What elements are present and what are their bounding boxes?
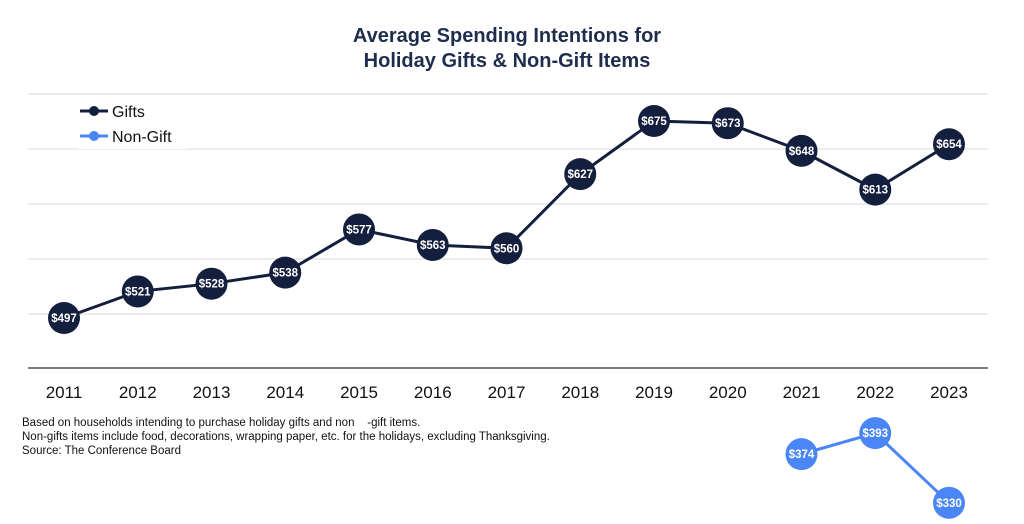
x-tick-label: 2015 <box>340 383 378 402</box>
chart-title-line-2: Holiday Gifts & Non-Gift Items <box>364 50 651 72</box>
data-point-gifts <box>490 232 523 265</box>
footnote-1: Based on households intending to purchas… <box>22 417 421 429</box>
data-label-gifts: $613 <box>862 185 888 197</box>
legend-gifts-label: Gifts <box>112 104 145 121</box>
data-label-gifts: $538 <box>272 268 298 280</box>
legend-gifts-marker <box>89 106 99 116</box>
data-point-gifts <box>711 107 744 140</box>
data-point-gifts <box>933 128 965 161</box>
data-label-gifts: $563 <box>420 240 446 252</box>
data-point-gifts <box>859 173 892 206</box>
x-tick-label: 2014 <box>266 383 304 402</box>
data-point-non-gift <box>859 417 892 450</box>
data-label-gifts: $648 <box>789 146 815 158</box>
footnotes: Based on households intending to purchas… <box>22 416 550 458</box>
data-label-gifts: $675 <box>641 116 667 128</box>
x-tick-label: 2012 <box>119 383 157 402</box>
data-point-non-gift <box>933 486 965 519</box>
data-label-non-gift: $393 <box>862 428 888 440</box>
x-tick-label: 2013 <box>193 383 231 402</box>
data-point-gifts <box>638 105 670 137</box>
data-label-gifts: $560 <box>494 243 520 255</box>
data-label-gifts: $627 <box>567 169 593 181</box>
x-tick-label: 2022 <box>856 383 894 402</box>
data-label-non-gift: $374 <box>789 449 815 461</box>
data-label-gifts: $521 <box>125 286 151 298</box>
legend-nongift-marker <box>89 131 99 141</box>
data-point-gifts <box>343 213 375 246</box>
legend: Gifts Non-Gift <box>78 97 188 149</box>
data-label-gifts: $673 <box>715 118 741 130</box>
x-tick-label: 2016 <box>414 383 452 402</box>
data-point-non-gift <box>785 438 818 471</box>
data-label-non-gift: $330 <box>936 498 962 510</box>
x-tick-label: 2017 <box>488 383 526 402</box>
x-axis-ticks: 2011 2012 2013 2014 2015 2016 2017 2018 2019 2020… <box>46 383 968 402</box>
x-tick-label: 2021 <box>783 383 821 402</box>
data-point-gifts <box>416 228 449 261</box>
x-tick-label: 2020 <box>709 383 747 402</box>
footnote-2: Non-gifts items include food, decoration… <box>22 431 550 443</box>
x-tick-label: 2018 <box>561 383 599 402</box>
x-tick-label: 2019 <box>635 383 673 402</box>
data-point-gifts <box>269 256 302 289</box>
data-point-gifts <box>195 267 228 300</box>
chart-title-line-1: Average Spending Intentions for <box>353 25 661 47</box>
data-point-gifts <box>564 158 597 191</box>
data-point-gifts <box>785 134 818 167</box>
data-point-gifts <box>121 275 154 308</box>
data-label-gifts: $528 <box>199 279 225 291</box>
data-label-gifts: $577 <box>346 224 372 236</box>
x-tick-label: 2011 <box>46 383 83 402</box>
data-point-gifts <box>48 302 80 334</box>
series-layer: $497 $521 $528 $538 $577 $563 $560 $627 $675 $673… <box>48 105 965 519</box>
x-tick-label: 2023 <box>930 383 968 402</box>
footnote-3: Source: The Conference Board <box>22 445 181 457</box>
legend-nongift-label: Non-Gift <box>112 129 172 146</box>
data-label-gifts: $654 <box>936 139 962 151</box>
data-label-gifts: $497 <box>51 313 77 325</box>
